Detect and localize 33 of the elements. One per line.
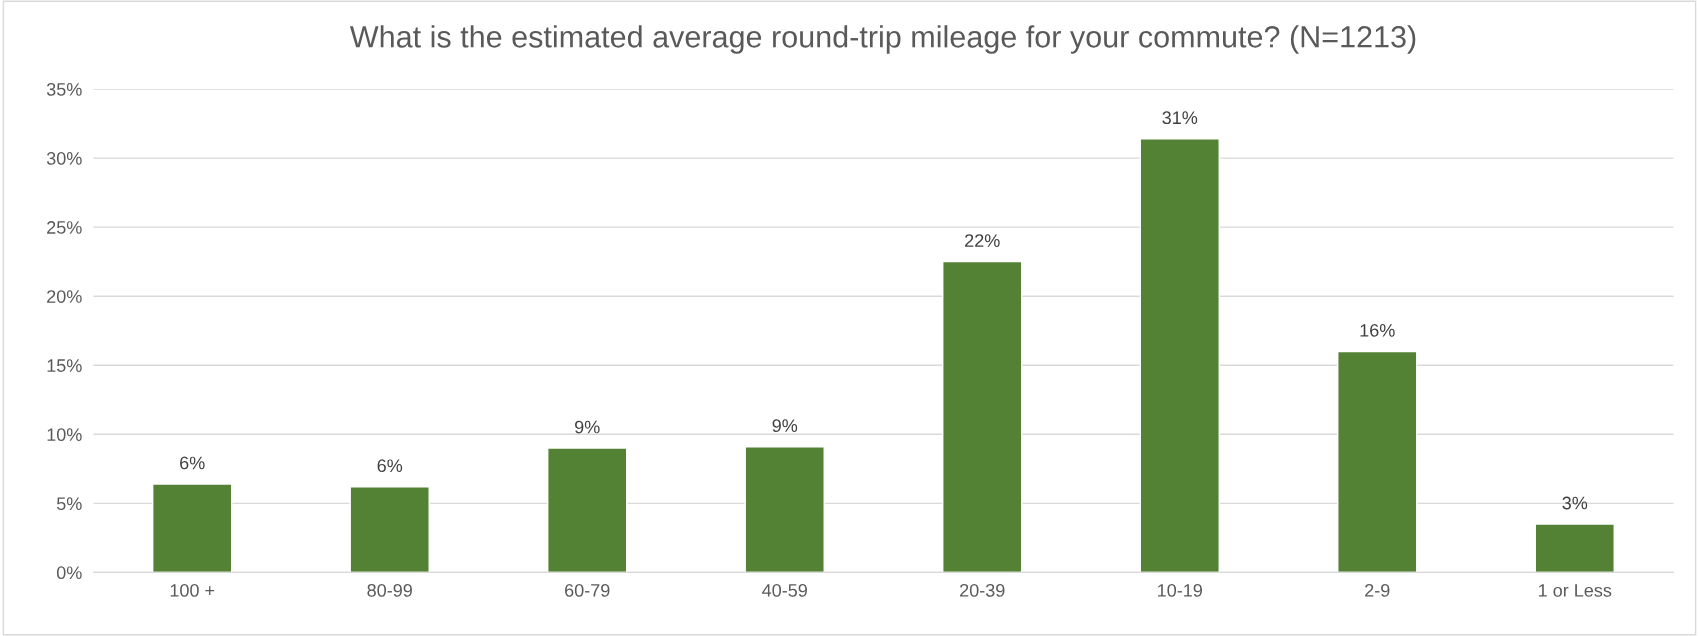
x-tick-label: 1 or Less [1539, 584, 1612, 597]
x-tick-label: 100 + [170, 583, 215, 597]
chart-title: What is the estimated average round-trip mileage for your commute? (N=1213) [349, 25, 1416, 54]
data-label: 6% [180, 456, 205, 470]
bar [942, 260, 1023, 573]
y-tick-label: 5% [56, 497, 82, 511]
x-tick-label: 80-99 [367, 583, 412, 597]
y-tick-label: 0% [56, 566, 82, 580]
x-tick-label: 40-59 [762, 583, 807, 597]
data-label: 22% [965, 234, 1000, 247]
bar [152, 483, 233, 573]
data-label: 9% [575, 420, 600, 434]
bar [547, 447, 628, 573]
data-label: 16% [1360, 323, 1395, 337]
bar [1139, 138, 1220, 573]
x-tick-label: 10-19 [1158, 583, 1202, 597]
data-label: 9% [772, 419, 798, 433]
y-tick-label: 25% [47, 221, 82, 234]
bar [349, 486, 430, 573]
bar [744, 446, 825, 573]
x-tick-label: 20-39 [960, 583, 1005, 597]
y-tick-label: 15% [47, 359, 82, 372]
y-tick-label: 20% [47, 290, 82, 303]
y-tick-label: 35% [46, 82, 82, 96]
bar [1534, 523, 1615, 573]
bar [1337, 350, 1418, 573]
data-label: 31% [1162, 111, 1198, 125]
y-tick-label: 30% [46, 152, 82, 165]
y-tick-label: 10% [47, 428, 82, 442]
data-label: 3% [1562, 496, 1588, 510]
data-label: 6% [377, 459, 403, 473]
x-tick-label: 60-79 [565, 583, 610, 597]
x-tick-label: 2-9 [1365, 583, 1390, 597]
